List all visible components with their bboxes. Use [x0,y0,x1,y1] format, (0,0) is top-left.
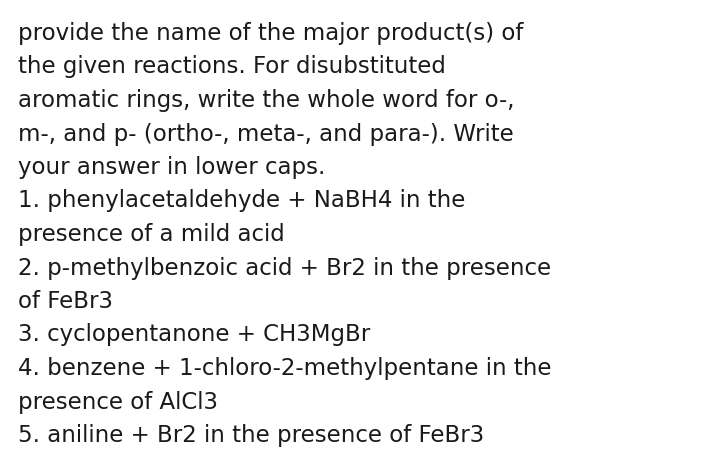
Text: presence of AlCl3: presence of AlCl3 [18,390,218,413]
Text: 5. aniline + Br2 in the presence of FeBr3: 5. aniline + Br2 in the presence of FeBr… [18,424,485,447]
Text: your answer in lower caps.: your answer in lower caps. [18,156,325,179]
Text: of FeBr3: of FeBr3 [18,290,113,313]
Text: presence of a mild acid: presence of a mild acid [18,223,284,246]
Text: 4. benzene + 1-chloro-2-methylpentane in the: 4. benzene + 1-chloro-2-methylpentane in… [18,357,552,380]
Text: m-, and p- (ortho-, meta-, and para-). Write: m-, and p- (ortho-, meta-, and para-). W… [18,122,514,146]
Text: provide the name of the major product(s) of: provide the name of the major product(s)… [18,22,523,45]
Text: the given reactions. For disubstituted: the given reactions. For disubstituted [18,55,446,79]
Text: aromatic rings, write the whole word for o-,: aromatic rings, write the whole word for… [18,89,515,112]
Text: 3. cyclopentanone + CH3MgBr: 3. cyclopentanone + CH3MgBr [18,323,370,346]
Text: 2. p-methylbenzoic acid + Br2 in the presence: 2. p-methylbenzoic acid + Br2 in the pre… [18,256,551,280]
Text: 1. phenylacetaldehyde + NaBH4 in the: 1. phenylacetaldehyde + NaBH4 in the [18,189,465,213]
